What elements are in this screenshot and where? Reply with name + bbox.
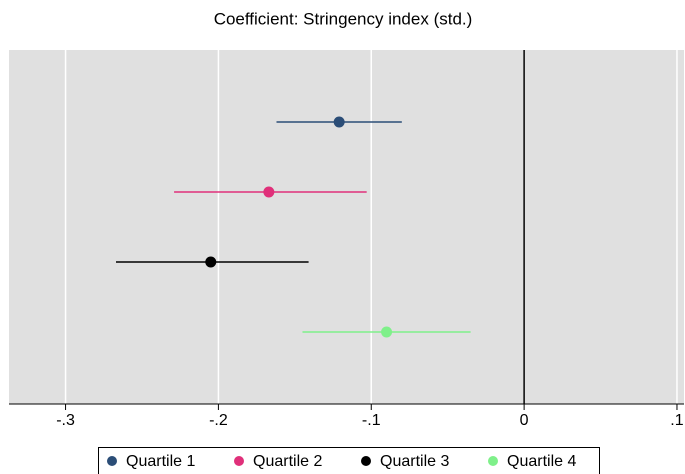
legend-marker (234, 456, 244, 466)
point (263, 186, 275, 198)
legend-marker (107, 456, 117, 466)
legend-label: Quartile 3 (380, 453, 449, 470)
legend-label: Quartile 4 (507, 453, 576, 470)
x-tick-label: -.3 (56, 412, 75, 429)
legend-label: Quartile 1 (126, 453, 195, 470)
legend-box (98, 447, 600, 474)
legend-label: Quartile 2 (253, 453, 322, 470)
chart-title: Coefficient: Stringency index (std.) (214, 9, 473, 28)
plot-area (9, 50, 684, 404)
x-tick-label: .1 (670, 412, 683, 429)
x-tick-label: -.2 (209, 412, 228, 429)
x-tick-label: 0 (520, 412, 529, 429)
legend-marker (361, 456, 371, 466)
point (381, 326, 393, 338)
point (205, 256, 217, 268)
point (333, 116, 345, 128)
legend-marker (488, 456, 498, 466)
x-tick-label: -.1 (362, 412, 381, 429)
